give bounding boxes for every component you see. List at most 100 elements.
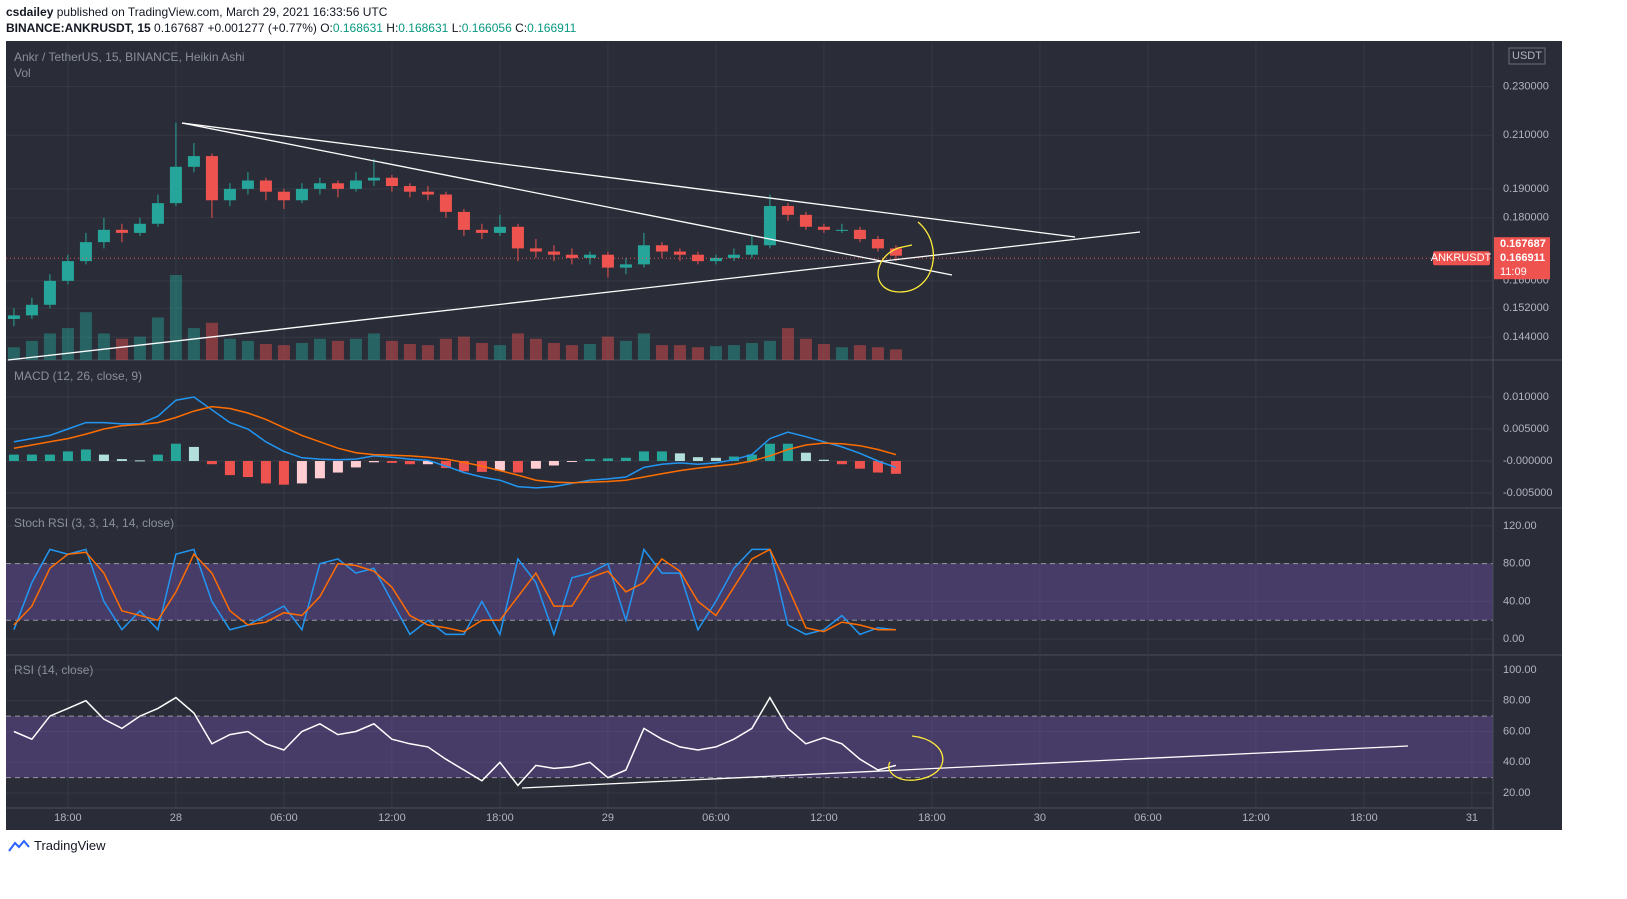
histogram-bar: [638, 451, 649, 462]
histogram-bar: [440, 461, 451, 469]
logo: [8, 838, 30, 852]
y-tick-label: 0.230000: [1503, 81, 1549, 93]
candle-body: [241, 180, 254, 189]
histogram-bar: [872, 461, 883, 473]
histogram-bar: [134, 460, 145, 462]
ohlc-value: 0.168631: [332, 21, 383, 35]
histogram-bar: [728, 456, 739, 462]
volume-bar: [79, 312, 92, 360]
volume-bar: [331, 340, 344, 360]
volume-bar: [637, 333, 650, 360]
histogram-bar: [584, 459, 595, 462]
candle-body: [799, 214, 812, 227]
brand[interactable]: TradingView: [34, 838, 106, 853]
volume-bar: [493, 345, 506, 360]
volume-bar: [25, 340, 38, 360]
volume-bar: [709, 346, 722, 360]
candle-body: [133, 223, 146, 233]
y-tick-label: 0.005000: [1503, 423, 1549, 435]
histogram-bar: [602, 458, 613, 462]
histogram-bar: [404, 461, 415, 465]
candle-body: [745, 245, 758, 255]
volume-bar: [871, 347, 884, 360]
x-tick-label: 29: [602, 812, 614, 824]
candle-body: [349, 180, 362, 189]
y-tick-label: 0.210000: [1503, 129, 1549, 141]
candle-body: [115, 229, 128, 233]
histogram-bar: [278, 461, 289, 485]
candle-body: [457, 211, 470, 230]
volume-bar: [133, 336, 146, 360]
volume-bar: [547, 343, 560, 360]
volume-bar: [691, 347, 704, 360]
y-tick-label: 60.00: [1503, 725, 1531, 737]
histogram-bar: [26, 454, 37, 462]
symbol: BINANCE:ANKRUSDT, 15: [6, 21, 151, 35]
candle-body: [727, 254, 740, 258]
x-tick-label: 28: [170, 812, 182, 824]
volume-bar: [313, 338, 326, 360]
x-tick-label: 18:00: [918, 812, 946, 824]
volume-bar: [745, 343, 758, 360]
drawings: [7, 122, 1409, 789]
y-tick-label: 0.00: [1503, 633, 1524, 645]
histogram-bar: [8, 454, 19, 462]
y-tick-label: 100.00: [1503, 664, 1537, 676]
histogram-bar: [116, 459, 127, 462]
volume-bar: [619, 340, 632, 360]
volume-bar: [511, 333, 524, 360]
histogram-bar: [512, 461, 523, 473]
histogram-bar: [548, 461, 559, 466]
y-tick-label: 0.144000: [1503, 331, 1549, 343]
y-tick-label: 80.00: [1503, 695, 1531, 707]
change: +0.001277 (+0.77%): [207, 21, 317, 35]
histogram-bar: [620, 457, 631, 462]
candle-body: [817, 226, 830, 230]
volume-bar: [169, 275, 182, 360]
candle-body: [691, 254, 704, 262]
x-tick-label: 12:00: [1242, 812, 1270, 824]
trend-line: [181, 122, 1076, 238]
candle-body: [169, 166, 182, 204]
histogram-bar: [98, 454, 109, 462]
price: 0.167687: [154, 21, 205, 35]
histogram-bar: [800, 452, 811, 462]
volume-bar: [151, 317, 164, 360]
trend-line: [7, 231, 1141, 361]
indicator-line: [13, 396, 897, 489]
x-tick-label: 31: [1466, 812, 1478, 824]
candle-body: [889, 248, 902, 256]
close-price: 0.166911: [1500, 252, 1545, 264]
user[interactable]: csdailey: [6, 5, 54, 19]
last-price: 0.167687: [1500, 238, 1546, 250]
volume-bar: [655, 345, 668, 360]
histogram-bar: [368, 461, 379, 463]
candle-body: [763, 206, 776, 246]
volume-bar: [565, 345, 578, 360]
panel-title: RSI (14, close): [14, 663, 93, 677]
highlight-circle: [888, 735, 944, 781]
volume-bar: [115, 338, 128, 360]
histogram-bar: [242, 461, 253, 478]
panel-title: MACD (12, 26, close, 9): [14, 369, 142, 383]
volume-bar: [277, 345, 290, 360]
histogram-bar: [836, 461, 847, 465]
y-tick-label: 20.00: [1503, 787, 1531, 799]
candle-body: [781, 206, 794, 215]
volume-bar: [853, 345, 866, 360]
unit-box: [1508, 47, 1546, 65]
volume-bar: [367, 333, 380, 360]
histogram-bar: [170, 443, 181, 462]
symbol-label: ANKRUSDT: [1431, 252, 1492, 264]
volume-bar: [799, 338, 812, 360]
candle-body: [79, 242, 92, 262]
volume-bar: [439, 338, 452, 360]
ohlc-label: H:: [386, 21, 399, 35]
candle-body: [709, 257, 722, 262]
highlight-circle: [877, 221, 935, 293]
histogram-bar: [332, 461, 343, 473]
publish-line: csdailey published on TradingView.com, M…: [6, 4, 576, 20]
volume-bar: [475, 343, 488, 360]
